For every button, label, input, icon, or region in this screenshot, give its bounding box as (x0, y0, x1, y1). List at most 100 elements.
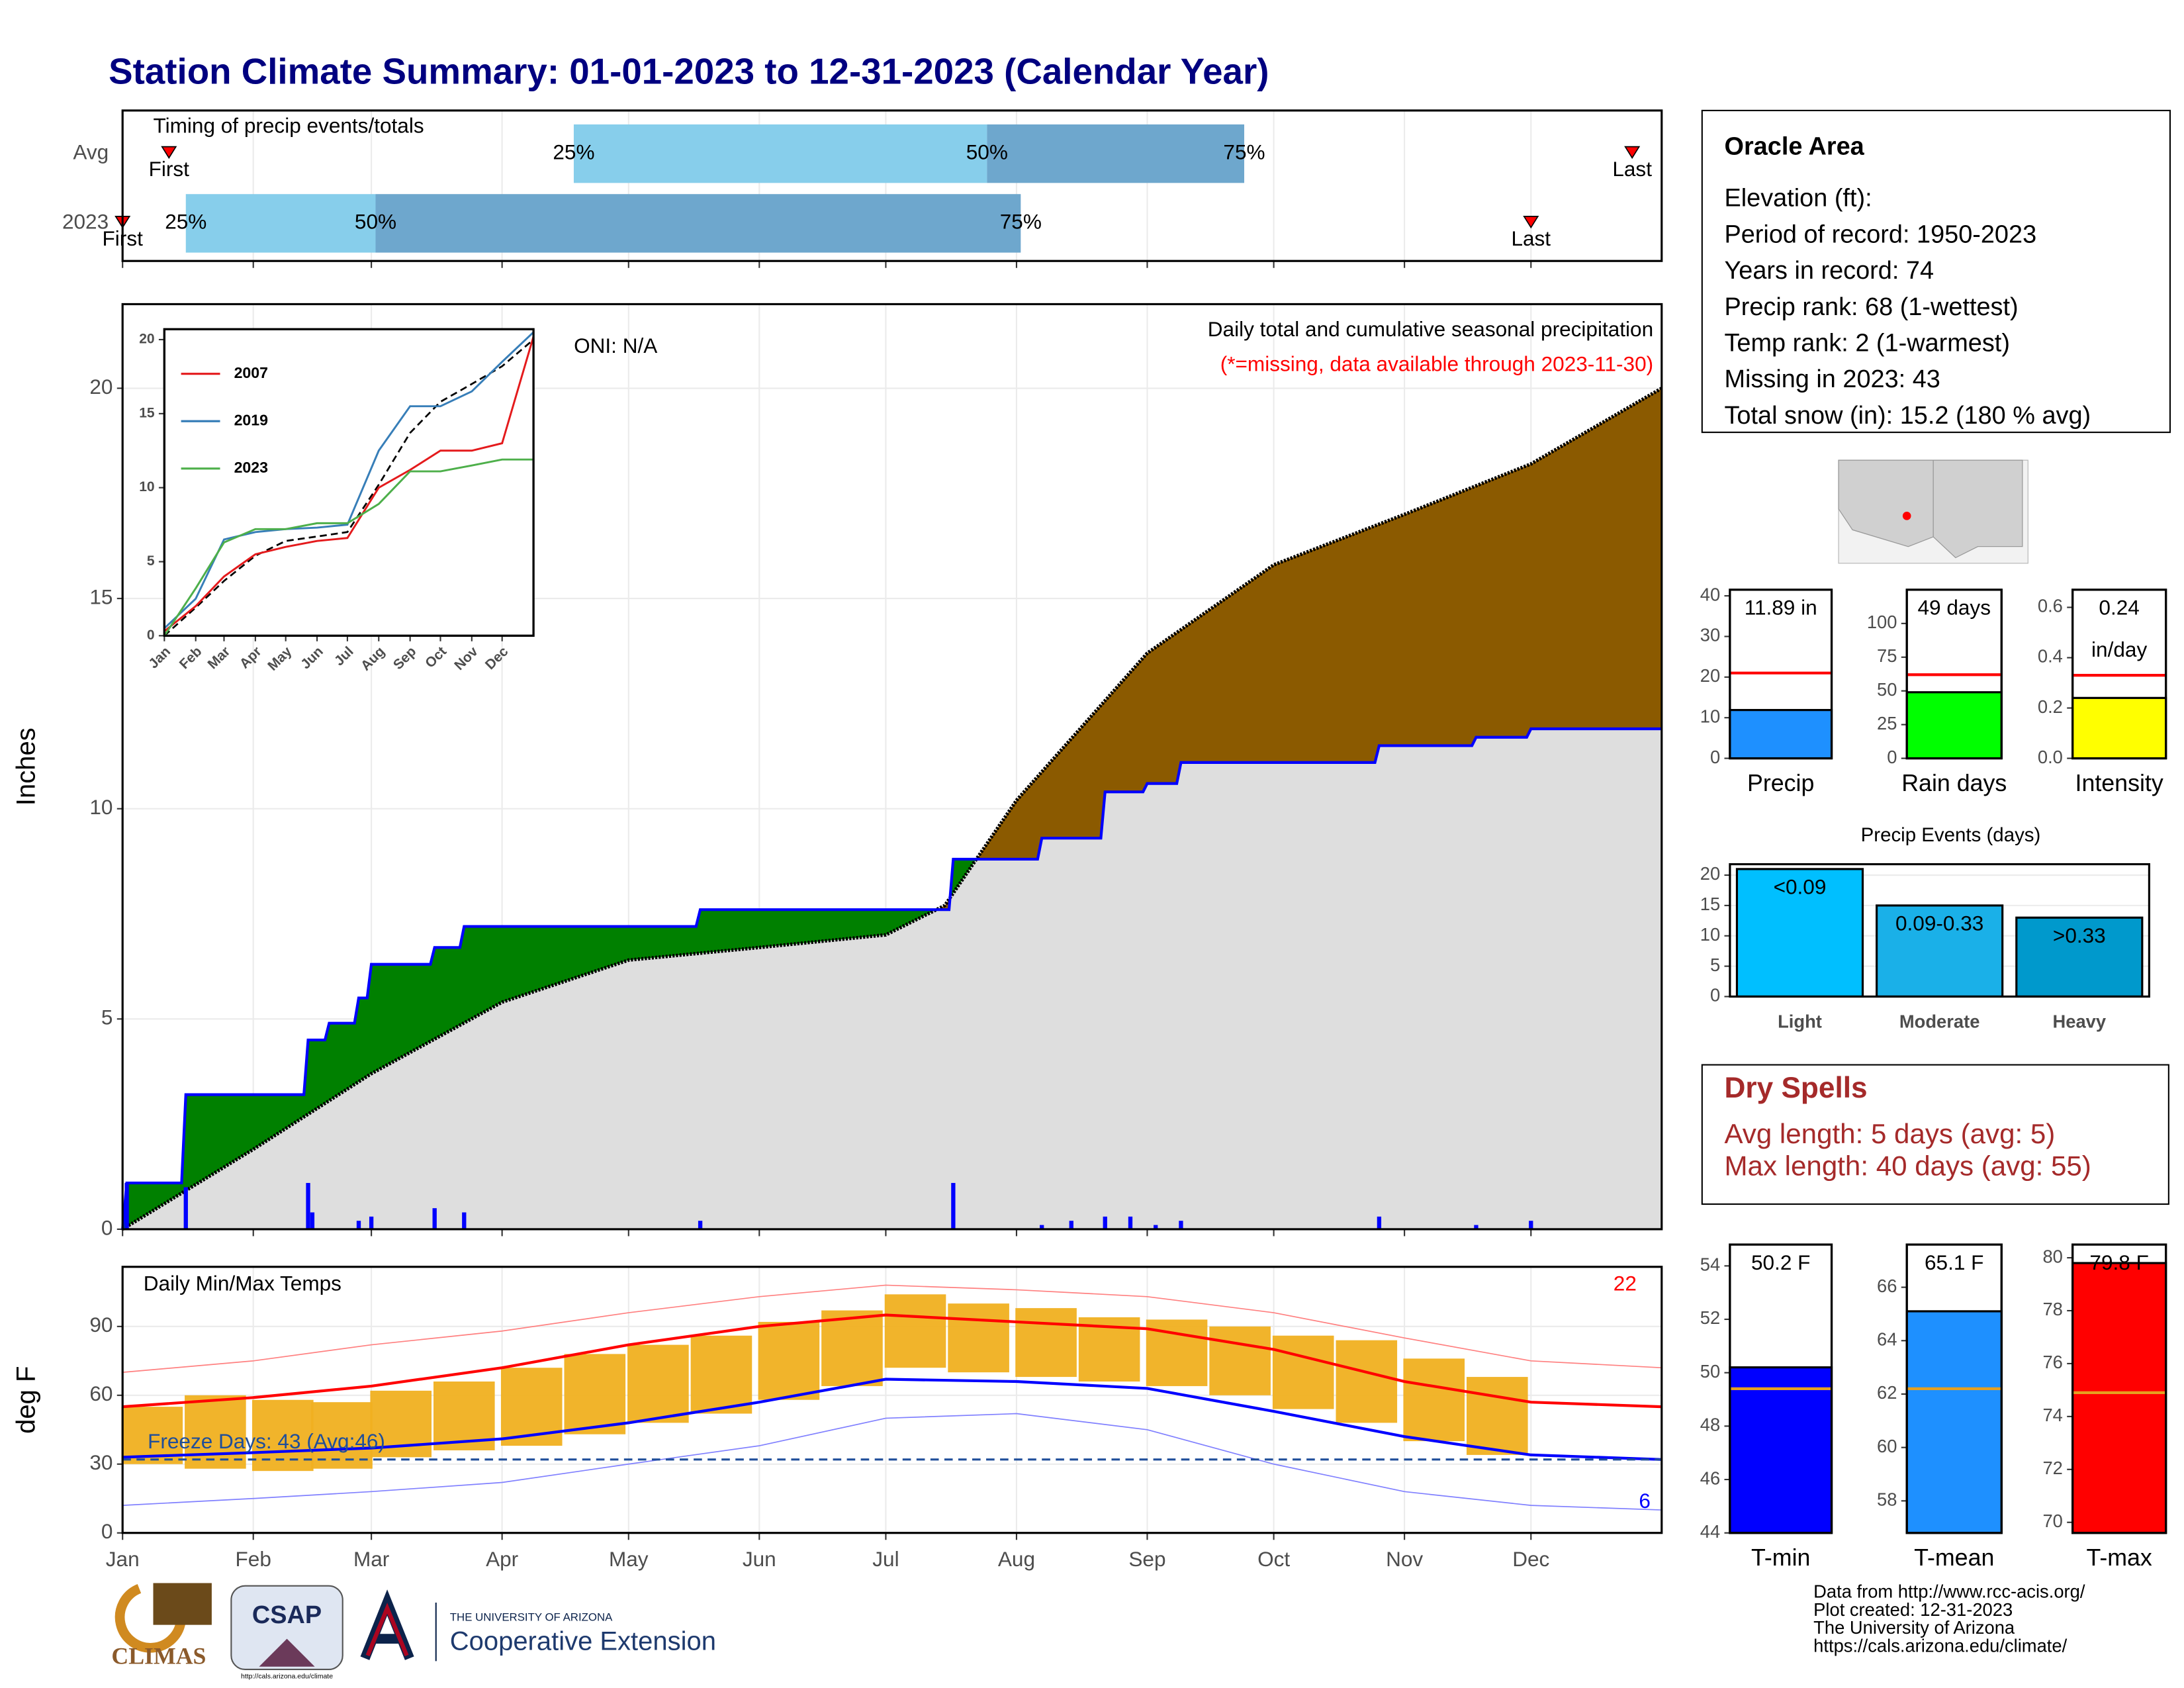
csap-url: http://cals.arizona.edu/climate (241, 1672, 333, 1680)
x-tick-label: Sep (1128, 1547, 1165, 1571)
plot-frame (1729, 863, 2150, 998)
info-title: Oracle Area (1724, 133, 1864, 161)
y-tick-label: 0.6 (2038, 596, 2063, 616)
y-tick-label: 20 (89, 375, 113, 399)
daily-range-bar (758, 1321, 820, 1400)
x-axis-label: Intensity (2075, 770, 2163, 796)
plot-frame (1729, 1243, 1833, 1534)
y-tick-label: 72 (2042, 1458, 2062, 1478)
value-label: 49 days (1917, 596, 1991, 620)
value-bar (2071, 696, 2167, 760)
event-label: Last (1511, 226, 1551, 250)
x-tick-label: Light (1778, 1011, 1822, 1032)
x-tick-label: Aug (998, 1547, 1035, 1571)
bar (2015, 916, 2144, 998)
info-box (1701, 109, 2171, 434)
plot-frame (163, 328, 535, 637)
info-line: Temp rank: 2 (1-warmest) (1724, 330, 2009, 357)
y-tick-label: 90 (89, 1313, 113, 1336)
daily-bar (1103, 1216, 1107, 1229)
daily-range-bar (185, 1395, 246, 1469)
x-tick-label: Nov (1386, 1547, 1423, 1571)
y-tick-label: 0.2 (2038, 696, 2063, 717)
y-tick-label: 60 (1877, 1436, 1897, 1456)
y-tick-label: 70 (2042, 1511, 2062, 1531)
plot-frame (1729, 588, 1833, 760)
plot-frame (1905, 1243, 2003, 1534)
event-marker (161, 146, 177, 160)
series-line (163, 458, 534, 637)
y-tick-label: 48 (1700, 1415, 1720, 1435)
dry-spells-title: Dry Spells (1724, 1072, 1867, 1104)
plot-frame (163, 328, 535, 637)
quartile-label: 25% (165, 210, 206, 234)
average-line (121, 387, 1663, 1231)
csap-logo: CSAP (252, 1601, 322, 1629)
x-axis-label: Precip (1747, 770, 1814, 796)
daily-bar (356, 1221, 361, 1229)
y-tick-label: 100 (1867, 612, 1897, 632)
y-tick-label: 62 (1877, 1382, 1897, 1403)
freeze-count: 6 (1639, 1489, 1651, 1513)
y-tick-label: 15 (1700, 894, 1720, 914)
info-line: Period of record: 1950-2023 (1724, 220, 2036, 248)
credit-line: Plot created: 12-31-2023 (1813, 1599, 2013, 1620)
value-label: 79.8 F (2089, 1250, 2148, 1274)
info-line: Missing in 2023: 43 (1724, 365, 1940, 393)
daily-range-bar (564, 1354, 626, 1434)
info-line: Years in record: 74 (1724, 257, 1934, 285)
daily-bar (1474, 1225, 1479, 1229)
y-tick-label: 0 (147, 628, 155, 643)
y-tick-label: 30 (89, 1450, 113, 1474)
daily-bar (1377, 1216, 1382, 1229)
logos: CLIMAS CSAP http://cals.arizona.edu/clim… (111, 1583, 716, 1680)
normal-area (122, 729, 1662, 1229)
x-tick-label: Moderate (1899, 1011, 1980, 1032)
y-tick-label: 10 (89, 795, 113, 819)
quartile-bar (573, 124, 987, 183)
y-tick-label: 58 (1877, 1489, 1897, 1510)
plot-frame (1905, 588, 2003, 760)
plot-frame (2071, 588, 2167, 760)
panel-title: Precip Events (days) (1861, 824, 2041, 846)
y-tick-label: 10 (1700, 706, 1720, 726)
y-tick-label: 25 (1877, 713, 1897, 733)
y-tick-label: 75 (1877, 645, 1897, 666)
credit-line: The University of Arizona (1813, 1617, 2015, 1638)
event-marker (1624, 146, 1641, 160)
y-tick-label: 5 (101, 1006, 113, 1029)
y-tick-label: 60 (89, 1382, 113, 1405)
panel-title: Daily total and cumulative seasonal prec… (1208, 317, 1653, 341)
daily-range-bar (1209, 1326, 1271, 1395)
daily-range-bar (948, 1303, 1009, 1373)
unit-label: in/day (2091, 637, 2147, 661)
y-tick-label: 20 (1700, 863, 1720, 884)
y-tick-label: 20 (139, 332, 154, 347)
value-bar (1729, 709, 1833, 760)
ua-logo-inner (365, 1603, 409, 1657)
quartile-label: 25% (553, 140, 594, 164)
x-tick-label: May (609, 1547, 649, 1571)
value-bar (1905, 691, 2003, 760)
observed-line (121, 727, 1662, 1230)
daily-range-bar (1015, 1308, 1077, 1378)
daily-range-bar (311, 1402, 373, 1469)
credit-line: https://cals.arizona.edu/climate/ (1813, 1636, 2067, 1656)
value-label: 50.2 F (1751, 1250, 1810, 1274)
y-tick-label: 50 (1877, 679, 1897, 700)
quartile-bar (987, 124, 1245, 183)
y-tick-label: 10 (1700, 924, 1720, 945)
series-line (163, 336, 535, 632)
x-tick-label: Dec (1512, 1547, 1549, 1571)
y-tick-label: 0 (101, 1215, 113, 1239)
x-tick-label: Oct (1257, 1547, 1290, 1571)
temperature-line (122, 1284, 1662, 1373)
plot-frame (2071, 1243, 2167, 1534)
extension-name: Cooperative Extension (450, 1627, 716, 1656)
climas-swirl (114, 1584, 186, 1653)
legend-label: 2019 (234, 411, 269, 428)
y-tick-label: 0 (1887, 747, 1897, 767)
y-tick-label: 40 (1700, 584, 1720, 604)
value-label: 0.24 (2099, 596, 2139, 620)
